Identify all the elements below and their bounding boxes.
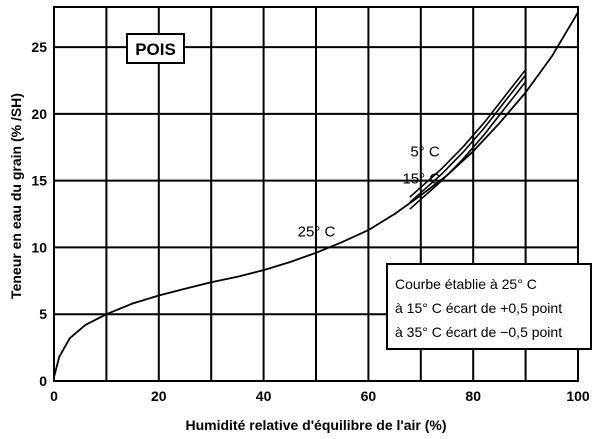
- y-tick-label-15: 15: [31, 173, 47, 189]
- note-box: [386, 263, 592, 350]
- x-tick-label-40: 40: [256, 388, 272, 404]
- series-line-3: [409, 74, 527, 203]
- y-tick-label-25: 25: [31, 39, 47, 55]
- series-group: [53, 11, 579, 378]
- curve-label-15c: 15° C: [402, 170, 440, 187]
- y-axis-title: Teneur en eau du grain (% /SH): [8, 93, 24, 299]
- y-tick-label-20: 20: [31, 106, 47, 122]
- x-tick-label-20: 20: [151, 388, 167, 404]
- note-line-2: à 15° C écart de +0,5 point: [395, 300, 562, 316]
- series-line-4: [409, 81, 527, 210]
- plot-frame: [53, 6, 579, 382]
- x-axis-title: Humidité relative d'équilibre de l'air (…: [185, 417, 446, 433]
- x-tick-label-100: 100: [566, 388, 590, 404]
- y-tick-label-5: 5: [39, 306, 47, 322]
- chart-title: POIS: [135, 40, 176, 59]
- note-line-1: Courbe établie à 25° C: [395, 276, 537, 292]
- curve-label-25c: 25° C: [298, 224, 336, 241]
- x-tick-label-0: 0: [50, 388, 58, 404]
- y-tick-label-0: 0: [39, 373, 47, 389]
- series-line-2: [409, 69, 527, 198]
- x-tick-labels: 0 20 40 60 80 100: [50, 388, 590, 404]
- y-tick-label-10: 10: [31, 239, 47, 255]
- series-line-1: [53, 11, 579, 378]
- x-tick-label-80: 80: [465, 388, 481, 404]
- curve-label-5c: 5° C: [410, 144, 440, 161]
- y-tick-labels: 0 5 10 15 20 25: [31, 39, 47, 389]
- note-line-3: à 35° C écart de −0,5 point: [395, 324, 562, 340]
- x-tick-label-60: 60: [361, 388, 377, 404]
- chart-title-box: [126, 33, 185, 64]
